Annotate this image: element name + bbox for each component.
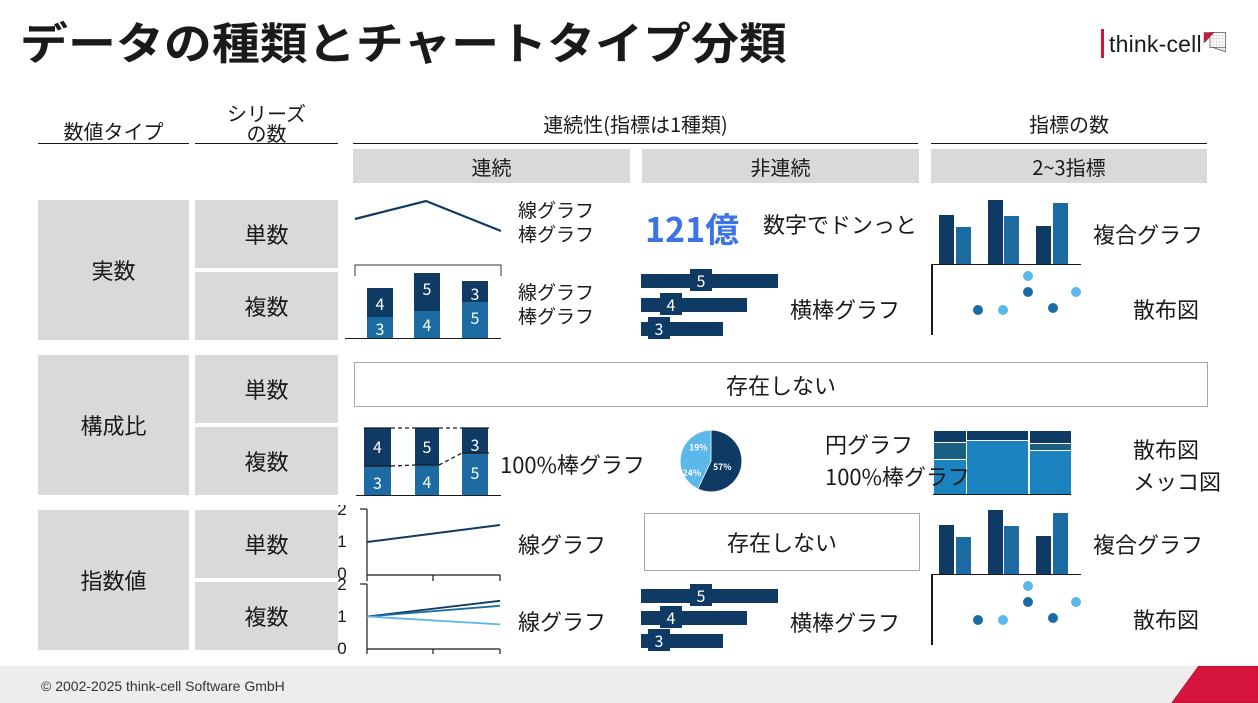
- svg-text:2: 2: [337, 578, 346, 594]
- svg-text:0: 0: [337, 639, 346, 654]
- svg-text:24%: 24%: [683, 467, 701, 479]
- svg-text:1: 1: [337, 532, 346, 551]
- svg-text:1: 1: [337, 607, 346, 626]
- svg-text:2: 2: [337, 505, 346, 519]
- svg-text:57%: 57%: [713, 461, 731, 473]
- svg-text:19%: 19%: [689, 442, 707, 454]
